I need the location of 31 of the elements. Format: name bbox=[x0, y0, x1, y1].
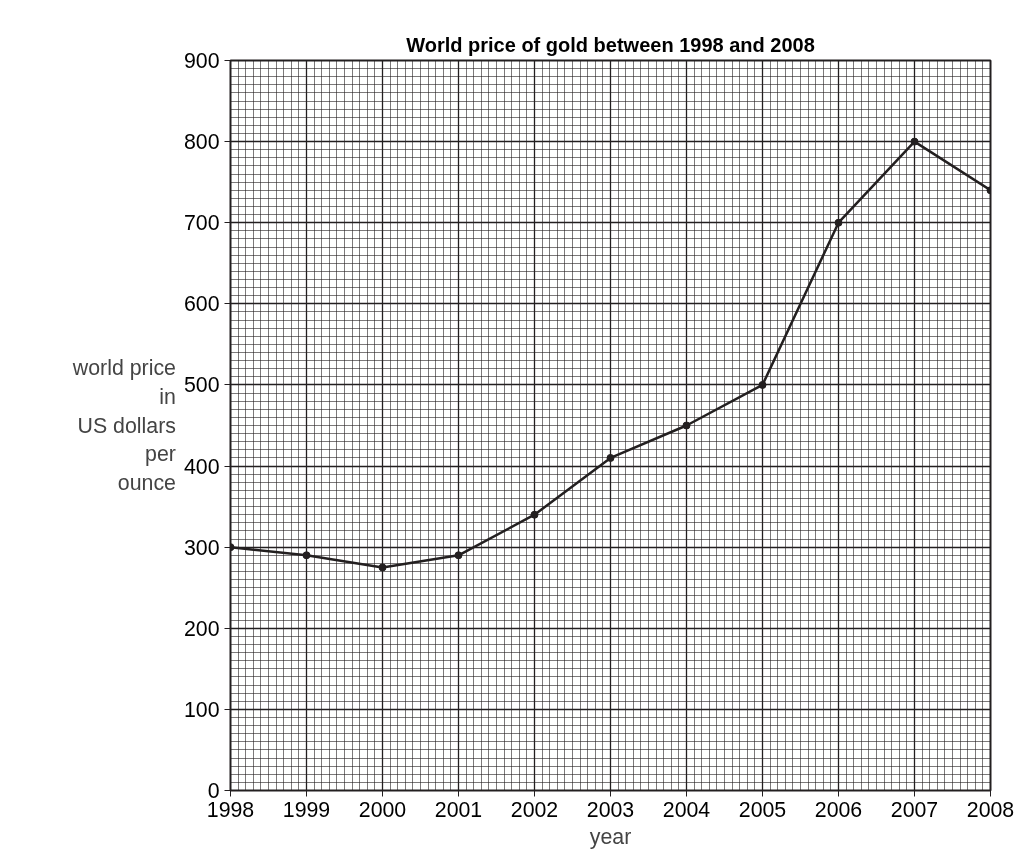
x-axis-title: year bbox=[589, 824, 632, 849]
x-tick-label: 1999 bbox=[282, 797, 331, 822]
x-tick-label: 2005 bbox=[738, 797, 787, 822]
x-tick-label: 2000 bbox=[358, 797, 407, 822]
y-tick-label: 300 bbox=[183, 535, 220, 560]
y-tick-label: 800 bbox=[183, 130, 220, 155]
x-tick-label: 2001 bbox=[434, 797, 483, 822]
point bbox=[454, 551, 463, 560]
x-tick-label: 2002 bbox=[510, 797, 559, 822]
y-tick-label: 400 bbox=[183, 454, 220, 479]
y-axis-title: world price in US dollars per ounce bbox=[71, 355, 176, 496]
x-tick-label: 2003 bbox=[586, 797, 635, 822]
point bbox=[606, 453, 615, 462]
x-tick-label: 2006 bbox=[814, 797, 863, 822]
point bbox=[910, 137, 919, 146]
y-tick-label: 100 bbox=[183, 697, 220, 722]
point bbox=[302, 551, 311, 560]
x-tick-label: 2008 bbox=[966, 797, 1015, 822]
y-tick-label: 600 bbox=[183, 292, 220, 317]
point bbox=[378, 563, 387, 572]
x-tick-label: 2004 bbox=[662, 797, 711, 822]
point bbox=[530, 510, 539, 519]
y-tick-label: 200 bbox=[183, 616, 220, 641]
point bbox=[682, 421, 691, 430]
x-tick-label: 2007 bbox=[890, 797, 939, 822]
point bbox=[758, 380, 767, 389]
point bbox=[834, 218, 843, 227]
y-tick-label: 500 bbox=[183, 373, 220, 398]
y-tick-label: 700 bbox=[183, 211, 220, 236]
y-tick-label: 900 bbox=[183, 49, 220, 73]
chart-title: World price of gold between 1998 and 2008 bbox=[406, 33, 815, 56]
